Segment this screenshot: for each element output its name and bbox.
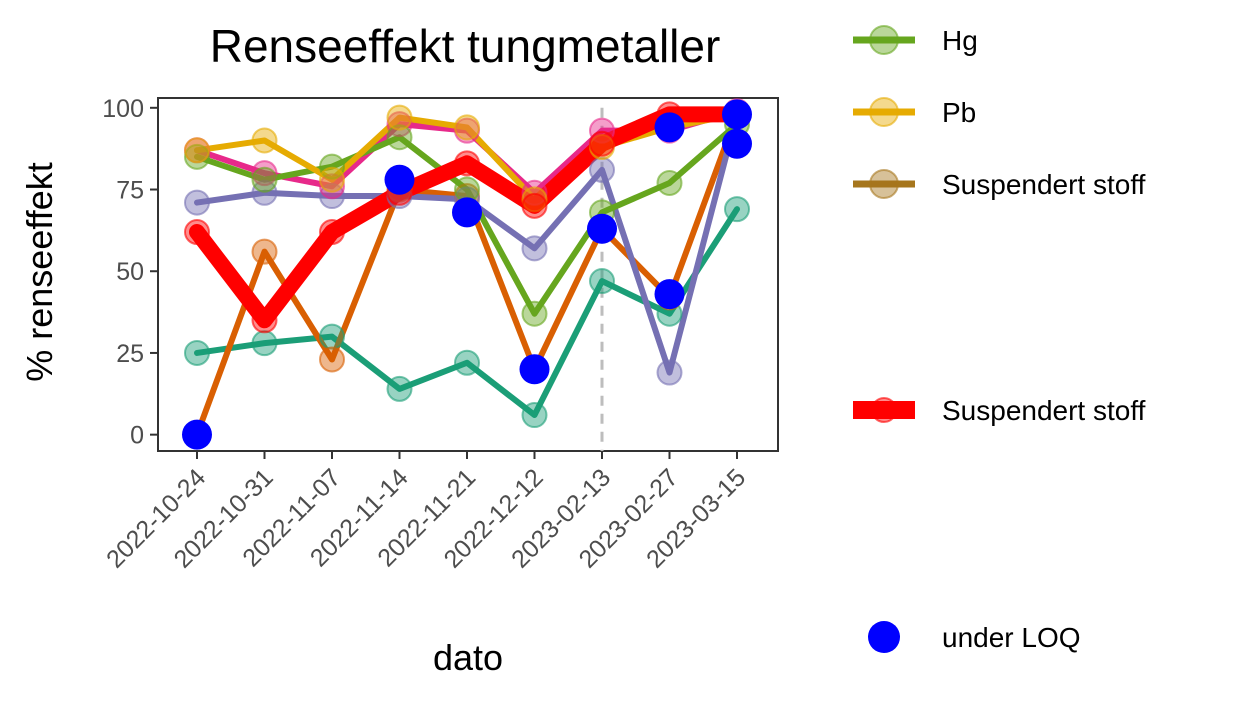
data-point bbox=[521, 235, 548, 262]
legend-point bbox=[869, 25, 899, 55]
data-point bbox=[589, 268, 615, 295]
data-point bbox=[589, 156, 615, 183]
under-loq-point bbox=[452, 197, 482, 228]
data-point bbox=[319, 153, 345, 180]
data-point bbox=[386, 375, 413, 402]
data-point bbox=[589, 130, 615, 157]
under-loq-point bbox=[654, 112, 685, 143]
data-point bbox=[251, 307, 278, 334]
under-loq-points bbox=[182, 99, 752, 450]
data-point bbox=[454, 150, 480, 177]
data-point bbox=[724, 196, 750, 223]
data-point bbox=[251, 330, 278, 357]
data-point bbox=[319, 346, 345, 373]
legend-item: Suspendert stoff bbox=[853, 169, 1146, 200]
x-axis-title: dato bbox=[433, 637, 503, 678]
legend-label: Suspendert stoff bbox=[942, 395, 1146, 426]
legend-point bbox=[868, 621, 900, 653]
data-point bbox=[184, 339, 210, 366]
under-loq-point bbox=[384, 164, 415, 195]
under-loq-point bbox=[654, 279, 685, 310]
data-point bbox=[251, 127, 278, 154]
data-point bbox=[386, 111, 413, 138]
chart-title: Renseeffekt tungmetaller bbox=[210, 20, 721, 72]
under-loq-point bbox=[722, 99, 752, 130]
legend-point bbox=[869, 169, 899, 199]
data-point bbox=[454, 114, 480, 141]
data-point bbox=[251, 238, 278, 265]
data-point bbox=[319, 323, 345, 350]
legend-item: Hg bbox=[853, 25, 978, 56]
under-loq-point bbox=[722, 128, 752, 159]
legend-label: under LOQ bbox=[942, 622, 1081, 653]
legend-label: Hg bbox=[942, 25, 978, 56]
data-point bbox=[184, 143, 210, 170]
legend-label: Suspendert stoff bbox=[942, 169, 1146, 200]
data-point bbox=[386, 104, 413, 131]
legend-item: Suspendert stoff bbox=[853, 395, 1146, 426]
series-line-6 bbox=[189, 106, 745, 329]
data-point bbox=[656, 359, 683, 386]
legend-item: Pb bbox=[853, 97, 976, 128]
legend-point bbox=[871, 397, 897, 423]
data-point bbox=[386, 124, 413, 151]
data-point bbox=[319, 173, 345, 200]
y-tick-label: 0 bbox=[130, 422, 144, 450]
y-axis-title: % renseeffekt bbox=[19, 162, 60, 381]
data-point bbox=[319, 166, 345, 193]
data-point bbox=[251, 179, 278, 206]
legend: Hg Pb Suspendert stoff Suspendert stoff unde… bbox=[853, 25, 1146, 653]
legend-label: Pb bbox=[942, 97, 976, 128]
y-axis: 0 25 50 75 100 bbox=[102, 95, 158, 450]
data-point bbox=[184, 137, 210, 164]
data-point bbox=[521, 186, 548, 213]
series-line-5 bbox=[194, 111, 740, 203]
data-point bbox=[521, 179, 548, 206]
y-tick-label: 50 bbox=[116, 258, 144, 286]
legend-point bbox=[869, 97, 899, 127]
data-point bbox=[656, 169, 683, 196]
under-loq-point bbox=[182, 419, 212, 450]
data-point bbox=[184, 219, 210, 246]
data-point bbox=[521, 192, 548, 219]
y-tick-label: 75 bbox=[116, 177, 144, 205]
data-point bbox=[251, 160, 278, 187]
data-point bbox=[454, 349, 480, 376]
under-loq-point bbox=[519, 354, 550, 385]
data-point bbox=[319, 219, 345, 246]
x-axis: 2022-10-242022-10-312022-11-072022-11-14… bbox=[101, 451, 751, 574]
data-point bbox=[251, 166, 278, 193]
data-point bbox=[521, 300, 548, 327]
data-point bbox=[521, 402, 548, 429]
series-line-4 bbox=[194, 121, 740, 317]
y-tick-label: 100 bbox=[102, 95, 144, 123]
data-point bbox=[184, 189, 210, 216]
y-tick-label: 25 bbox=[116, 340, 144, 368]
series-lines bbox=[189, 106, 745, 438]
legend-item: under LOQ bbox=[868, 621, 1081, 653]
under-loq-point bbox=[587, 213, 617, 244]
